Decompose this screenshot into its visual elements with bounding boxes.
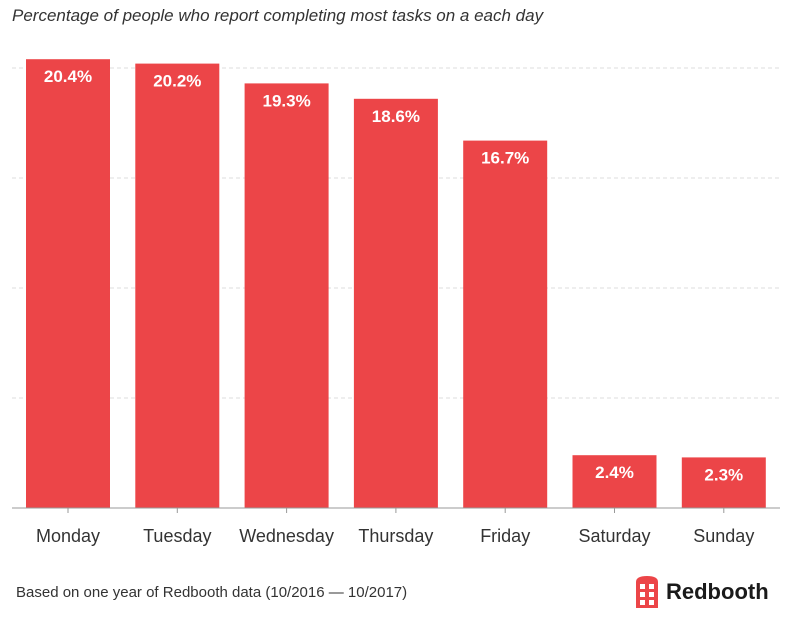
data-label: 16.7% xyxy=(481,149,529,168)
x-tick-label: Friday xyxy=(480,526,530,546)
bar-chart: 20.4% Monday 20.2% Tuesday 19.3% Wednesday 18.… xyxy=(12,59,780,546)
data-label: 18.6% xyxy=(372,107,420,126)
bar-sunday xyxy=(681,457,766,508)
footnote: Based on one year of Redbooth data (10/2… xyxy=(16,584,408,601)
bar-friday xyxy=(463,140,548,508)
x-tick-label: Saturday xyxy=(578,526,650,546)
phone-booth-icon xyxy=(636,576,658,608)
data-label: 2.4% xyxy=(595,463,634,482)
chart-title: Percentage of people who report completi… xyxy=(12,6,544,25)
data-label: 19.3% xyxy=(262,91,310,110)
bar-thursday xyxy=(353,98,438,509)
bar-wednesday xyxy=(244,83,329,509)
data-label: 2.3% xyxy=(704,465,743,484)
bar-saturday xyxy=(572,455,657,508)
data-label: 20.2% xyxy=(153,72,201,91)
data-label: 20.4% xyxy=(44,67,92,86)
x-tick-label: Wednesday xyxy=(239,526,334,546)
x-tick-label: Thursday xyxy=(358,526,433,546)
x-tick-label: Sunday xyxy=(693,526,754,546)
bar-tuesday xyxy=(135,63,220,508)
x-tick-label: Monday xyxy=(36,526,100,546)
redbooth-logo: Redbooth xyxy=(636,576,769,608)
x-tick-label: Tuesday xyxy=(143,526,211,546)
bar-monday xyxy=(26,59,110,508)
logo-text: Redbooth xyxy=(666,579,769,604)
